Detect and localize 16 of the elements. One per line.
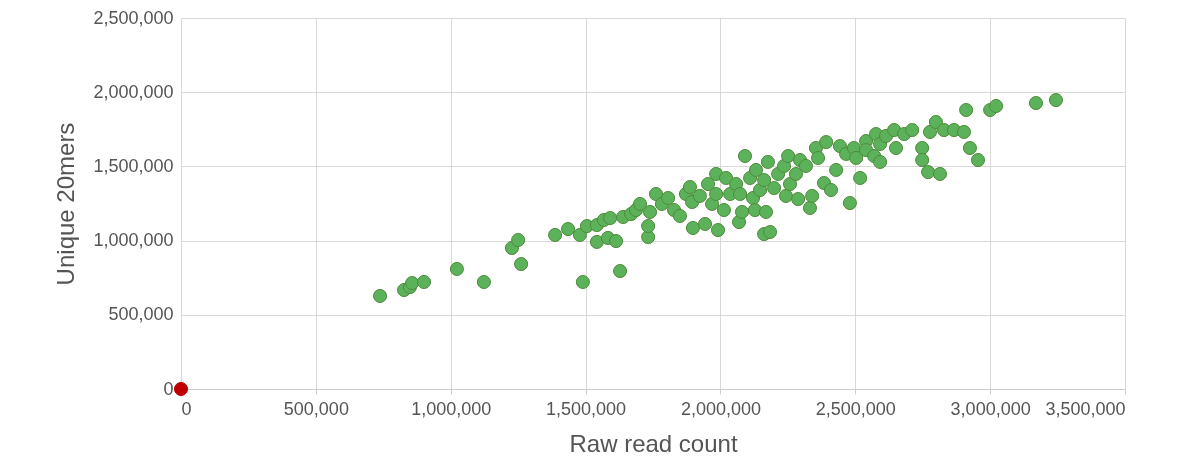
x-tick-label: 0 bbox=[181, 398, 192, 419]
x-tick-label: 3,500,000 bbox=[1045, 398, 1126, 419]
x-tick-label: 2,500,000 bbox=[815, 398, 896, 419]
y-tick-label: 0 bbox=[163, 378, 174, 399]
y-tick-label: 1,500,000 bbox=[93, 155, 174, 176]
x-tick-label: 500,000 bbox=[283, 398, 349, 419]
x-tick-label: 1,000,000 bbox=[411, 398, 492, 419]
y-tick-label: 2,500,000 bbox=[93, 7, 174, 28]
y-tick-label: 1,000,000 bbox=[93, 230, 174, 251]
y-axis-title: Unique 20mers bbox=[52, 122, 80, 286]
x-tick-label: 3,000,000 bbox=[950, 398, 1031, 419]
y-tick-label: 2,000,000 bbox=[93, 81, 174, 102]
x-tick-label: 2,000,000 bbox=[680, 398, 761, 419]
x-tick-label: 1,500,000 bbox=[546, 398, 627, 419]
y-tick-label: 500,000 bbox=[108, 304, 174, 325]
x-axis-title: Raw read count bbox=[569, 429, 738, 457]
